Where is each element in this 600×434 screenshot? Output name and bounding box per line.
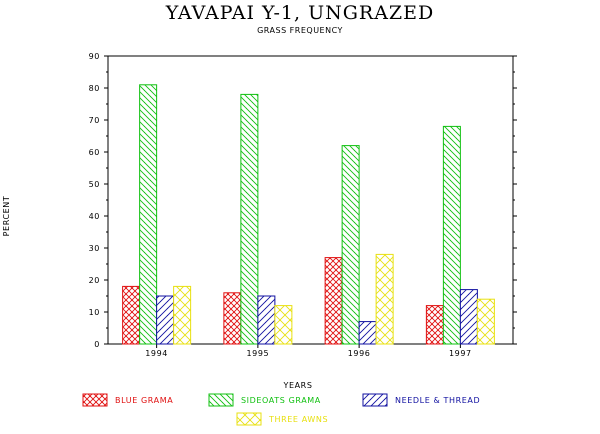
legend-label: NEEDLE & THREAD — [395, 396, 480, 405]
bar-needle-thread-1996 — [358, 321, 377, 345]
bar-three-awns-1997 — [476, 298, 495, 345]
chart-title: YAVAPAI Y-1, UNGRAZED — [165, 2, 435, 24]
y-tick-label: 30 — [89, 244, 100, 253]
legend-swatch — [236, 412, 262, 426]
y-tick-label: 10 — [89, 308, 100, 317]
y-tick-label: 50 — [89, 180, 100, 189]
bar-sideoats-grama-1995 — [240, 93, 259, 345]
y-tick-label: 40 — [89, 212, 100, 221]
legend-label: BLUE GRAMA — [115, 396, 173, 405]
bar-needle-thread-1994 — [156, 295, 175, 345]
legend-item: SIDEOATS GRAMA — [208, 393, 321, 407]
y-axis-label: PERCENT — [2, 196, 11, 237]
legend-item: THREE AWNS — [236, 412, 328, 426]
y-tick-label: 60 — [89, 148, 100, 157]
bar-blue-grama-1994 — [122, 285, 141, 345]
bar-needle-thread-1997 — [459, 289, 478, 345]
bar-sideoats-grama-1997 — [442, 125, 461, 345]
y-tick-label: 90 — [89, 52, 100, 61]
bar-blue-grama-1996 — [324, 257, 343, 345]
bar-three-awns-1994 — [173, 285, 192, 345]
legend-swatch — [362, 393, 388, 407]
bar-three-awns-1995 — [274, 305, 293, 345]
bars — [122, 84, 495, 345]
legend-swatch — [208, 393, 234, 407]
legend-label: THREE AWNS — [268, 415, 328, 424]
y-tick-label: 0 — [94, 340, 100, 349]
y-axis: 0 10 20 30 40 50 60 70 80 90 — [89, 52, 517, 349]
chart-subtitle: GRASS FREQUENCY — [257, 26, 343, 35]
y-tick-label: 70 — [89, 116, 100, 125]
x-tick-label: 1997 — [449, 349, 472, 358]
bar-blue-grama-1995 — [223, 292, 242, 345]
x-axis: 1994 1995 1996 1997 — [145, 344, 472, 358]
legend-item: BLUE GRAMA — [82, 393, 173, 407]
legend-item: NEEDLE & THREAD — [362, 393, 480, 407]
legend: BLUE GRAMA SIDEOATS GRAMA NEEDLE & THREAD T… — [82, 393, 480, 426]
x-tick-label: 1996 — [348, 349, 371, 358]
x-tick-label: 1995 — [246, 349, 269, 358]
bar-blue-grama-1997 — [425, 305, 444, 345]
y-tick-label: 80 — [89, 84, 100, 93]
legend-label: SIDEOATS GRAMA — [241, 396, 321, 405]
bar-sideoats-grama-1994 — [139, 84, 158, 345]
legend-swatch — [82, 393, 108, 407]
bar-three-awns-1996 — [375, 253, 394, 345]
x-tick-label: 1994 — [145, 349, 168, 358]
bar-needle-thread-1995 — [257, 295, 276, 345]
bar-sideoats-grama-1996 — [341, 145, 360, 345]
x-axis-label: YEARS — [282, 381, 312, 390]
y-tick-label: 20 — [89, 276, 100, 285]
